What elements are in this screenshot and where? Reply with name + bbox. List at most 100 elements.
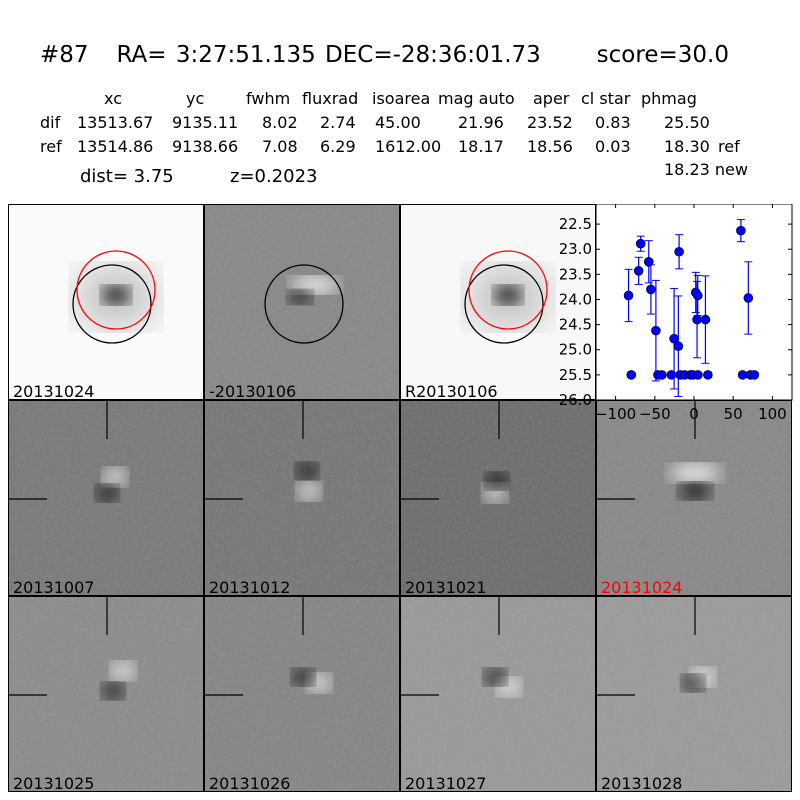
y-tick-label: 23.5 bbox=[560, 265, 592, 283]
stamp-date-label: 20131025 bbox=[13, 774, 95, 792]
table-cell: 13513.67 bbox=[77, 113, 154, 132]
column-header: xc bbox=[104, 89, 122, 108]
data-point bbox=[633, 266, 644, 276]
data-point bbox=[703, 370, 713, 380]
stamp-image bbox=[9, 597, 203, 791]
data-point bbox=[651, 325, 661, 336]
redshift-value: z=0.2023 bbox=[230, 166, 318, 187]
y-tick-label: 24.5 bbox=[560, 316, 592, 334]
stamp-image bbox=[205, 205, 399, 399]
y-tick-label: 25.5 bbox=[560, 366, 592, 384]
data-point bbox=[674, 246, 684, 257]
data-point bbox=[743, 293, 754, 303]
x-tick-label: 0 bbox=[689, 405, 699, 423]
data-point bbox=[657, 370, 667, 380]
data-point bbox=[692, 314, 702, 325]
table-cell: 1612.00 bbox=[375, 137, 442, 156]
ref-circle bbox=[464, 264, 544, 344]
data-point bbox=[700, 314, 711, 325]
stamp-panel[interactable]: 20131012 bbox=[204, 400, 400, 596]
stamp-panel[interactable]: 20131026 bbox=[204, 596, 400, 792]
stamp-image bbox=[597, 597, 791, 791]
column-header: fwhm bbox=[246, 89, 291, 108]
stamp-date-label: -20130106 bbox=[209, 382, 297, 400]
row-label: dif bbox=[40, 113, 61, 132]
column-header: yc bbox=[186, 89, 205, 108]
data-point bbox=[623, 290, 634, 301]
x-tick-label: −100 bbox=[595, 405, 636, 423]
data-point bbox=[736, 225, 746, 236]
new-circle bbox=[76, 250, 156, 330]
data-point bbox=[673, 341, 684, 352]
table-cell: 2.74 bbox=[320, 113, 356, 132]
candidate-id: #87 bbox=[40, 42, 89, 68]
x-tick-label: 50 bbox=[724, 405, 743, 423]
stamp-panel[interactable]: 20131024 bbox=[596, 400, 792, 596]
column-header: mag auto bbox=[438, 89, 515, 108]
column-header: isoarea bbox=[372, 89, 431, 108]
dec-value: DEC=-28:36:01.73 bbox=[325, 42, 541, 68]
light-curve-chart: 22.5 23.0 23.5 24.0 24.5 25.0 25.5 26.0−100 −50 0… bbox=[560, 204, 793, 423]
stamp-panel[interactable]: 20131028 bbox=[596, 596, 792, 792]
column-header: fluxrad bbox=[302, 89, 359, 108]
stamp-image bbox=[9, 205, 203, 399]
stamp-image bbox=[597, 401, 791, 595]
column-header: aper bbox=[533, 89, 570, 108]
ref-circle bbox=[264, 264, 344, 344]
stamp-image bbox=[401, 205, 595, 399]
ra-value: RA= 3:27:51.135 bbox=[116, 42, 316, 68]
data-point bbox=[626, 370, 637, 380]
stamp-panel[interactable]: -20130106 bbox=[204, 204, 400, 400]
stamp-date-label: R20130106 bbox=[405, 382, 498, 400]
candidate-title: #87 RA= 3:27:51.135 DEC=-28:36:01.73 sco… bbox=[40, 42, 729, 68]
stamp-date-label: 20131024 bbox=[601, 578, 683, 596]
data-point bbox=[693, 370, 703, 380]
table-cell: 13514.86 bbox=[77, 137, 154, 156]
table-cell: 21.96 bbox=[458, 113, 504, 132]
data-point bbox=[692, 290, 703, 301]
stamp-panel[interactable]: 20131007 bbox=[8, 400, 204, 596]
stamp-image bbox=[401, 597, 595, 791]
table-cell: 8.02 bbox=[262, 113, 298, 132]
table-cell: 0.83 bbox=[595, 113, 631, 132]
stamp-panel[interactable]: 20131024 bbox=[8, 204, 204, 400]
ref-circle bbox=[72, 264, 152, 344]
stamp-date-label: 20131012 bbox=[209, 578, 291, 596]
y-tick-label: 24.0 bbox=[560, 290, 592, 308]
table-cell: 7.08 bbox=[262, 137, 298, 156]
stamp-image bbox=[205, 401, 399, 595]
stamp-panel[interactable]: 20131027 bbox=[400, 596, 596, 792]
new-circle bbox=[468, 250, 548, 330]
column-header: cl star bbox=[581, 89, 631, 108]
y-tick-label: 26.0 bbox=[560, 391, 592, 409]
y-tick-label: 22.5 bbox=[560, 215, 592, 233]
data-point bbox=[749, 370, 760, 380]
data-point bbox=[635, 238, 646, 249]
table-cell: 0.03 bbox=[595, 137, 631, 156]
stamp-date-label: 20131027 bbox=[405, 774, 487, 792]
table-cell: 23.52 bbox=[527, 113, 573, 132]
data-point bbox=[643, 256, 654, 267]
stamp-panel[interactable]: R20130106 bbox=[400, 204, 596, 400]
phmag-ref-tag: ref bbox=[718, 137, 740, 156]
stamp-image bbox=[9, 401, 203, 595]
stamp-date-label: 20131028 bbox=[601, 774, 683, 792]
stamp-image bbox=[401, 401, 595, 595]
x-tick-label: 100 bbox=[758, 405, 787, 423]
stamp-date-label: 20131026 bbox=[209, 774, 291, 792]
dist-value: dist= 3.75 bbox=[80, 166, 174, 187]
data-point bbox=[646, 284, 656, 295]
score-value: score=30.0 bbox=[596, 42, 729, 68]
stamp-date-label: 20131007 bbox=[13, 578, 95, 596]
column-header: phmag bbox=[641, 89, 697, 108]
phmag-new: 18.23 new bbox=[664, 160, 748, 179]
y-tick-label: 25.0 bbox=[560, 341, 592, 359]
stamp-panel[interactable]: 20131021 bbox=[400, 400, 596, 596]
stamp-panel[interactable]: 20131025 bbox=[8, 596, 204, 792]
x-tick-label: −50 bbox=[639, 405, 671, 423]
table-cell: 18.30 bbox=[664, 137, 710, 156]
table-cell: 9138.66 bbox=[172, 137, 239, 156]
stamp-date-label: 20131021 bbox=[405, 578, 487, 596]
table-cell: 18.17 bbox=[458, 137, 504, 156]
